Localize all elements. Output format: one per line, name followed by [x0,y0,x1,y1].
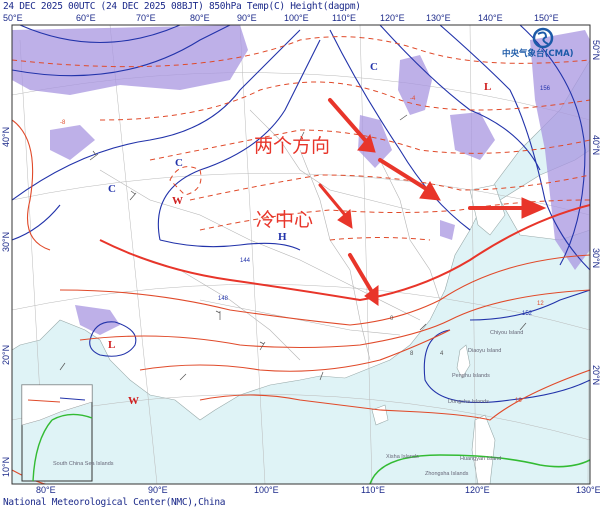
contour-labels: -8 -4 0 4 8 12 16 144 148 152 156 [60,86,551,404]
lon-label: 120°E [465,485,490,495]
lon-label: 110°E [361,485,385,495]
warm-center-symbol: W [172,195,183,207]
bottom-longitude-labels: 80°E 90°E 100°E 110°E 120°E 130°E [36,485,600,495]
island-labels: Chiyou Island Diaoyu Island Penghu Islan… [386,330,523,477]
contour-label: 0 [390,316,394,322]
island-label: Penghu Islands [452,373,490,379]
warm-center-symbol: W [128,395,139,407]
cold-center-symbol: C [175,157,183,169]
lon-label: 60°E [76,13,96,23]
land-taiwan [456,344,471,379]
annotation-cold-center: 冷中心 [256,209,313,231]
lon-label: 140°E [478,13,503,23]
lat-label: 30°N [591,248,600,268]
lon-label: 130°E [576,485,600,495]
lat-label: 40°N [591,135,600,155]
inset-label: South China Sea Islands [53,461,114,467]
arrow-5 [348,253,379,306]
annotation-arrows [318,98,547,306]
lat-label: 20°N [1,345,11,365]
lon-label: 80°E [190,13,210,23]
low-center-symbol: L [108,339,115,351]
chart-title: 24 DEC 2025 00UTC (24 DEC 2025 08BJT) 85… [3,1,361,12]
contour-label: 144 [240,258,251,264]
island-label: Zhongsha Islands [425,471,469,477]
island-label: Dongsha Islands [448,399,489,405]
contour-label: 156 [540,86,551,92]
arrow-3 [468,197,547,219]
contour-label: 16 [515,398,522,404]
lat-label: 30°N [1,232,11,252]
cma-logo: 中央气象台(CMA) [502,27,574,59]
low-center-symbol: L [484,81,491,93]
contour-label: 4 [440,351,444,357]
lon-label: 90°E [148,485,168,495]
lon-label: 90°E [237,13,257,23]
lon-label: 120°E [380,13,405,23]
lat-label: 50°N [591,40,600,60]
annotation-two-directions: 两个方向 [254,135,330,157]
wind-barbs [59,114,527,381]
green-contour [369,454,590,484]
arrow-4 [318,183,353,229]
cold-center-symbol: C [108,183,116,195]
island-label: Huangyan Island [460,456,501,462]
cold-center-symbol: C [370,61,378,73]
contour-label: 8 [410,351,414,357]
lon-label: 80°E [36,485,56,495]
contour-label: 12 [537,301,544,307]
contour-label: 152 [522,311,533,317]
lat-label: 10°N [1,457,11,477]
lon-label: 100°E [254,485,279,495]
island-label: Chiyou Island [490,330,523,336]
right-latitude-labels: 50°N 40°N 30°N 20°N [591,40,600,385]
contour-label: 148 [218,296,229,302]
lon-label: 70°E [136,13,156,23]
arrow-1 [328,98,376,153]
left-latitude-labels: 40°N 30°N 20°N 10°N [1,127,11,477]
land-philippines [471,414,496,484]
map-frame [11,24,591,485]
lon-label: 130°E [426,13,451,23]
lon-label: 150°E [534,13,559,23]
high-center-symbol: H [278,231,287,243]
contour-label: -8 [60,120,66,126]
temperature-contours-positive [12,119,590,484]
lon-label: 50°E [3,13,23,23]
south-china-sea-inset: South China Sea Islands [21,384,114,482]
lat-label: 40°N [1,127,11,147]
lon-label: 110°E [332,13,356,23]
contour-label: -4 [410,96,416,102]
footer-credit: National Meteorological Center(NMC),Chin… [3,497,226,508]
island-label: Diaoyu Island [468,348,501,354]
lat-label: 20°N [591,365,600,385]
logo-text: 中央气象台(CMA) [502,48,574,59]
top-longitude-labels: 50°E 60°E 70°E 80°E 90°E 100°E 110°E 120… [3,13,559,23]
lon-label: 100°E [284,13,309,23]
arrow-2 [378,158,441,201]
island-label: Xisha Islands [386,454,419,460]
